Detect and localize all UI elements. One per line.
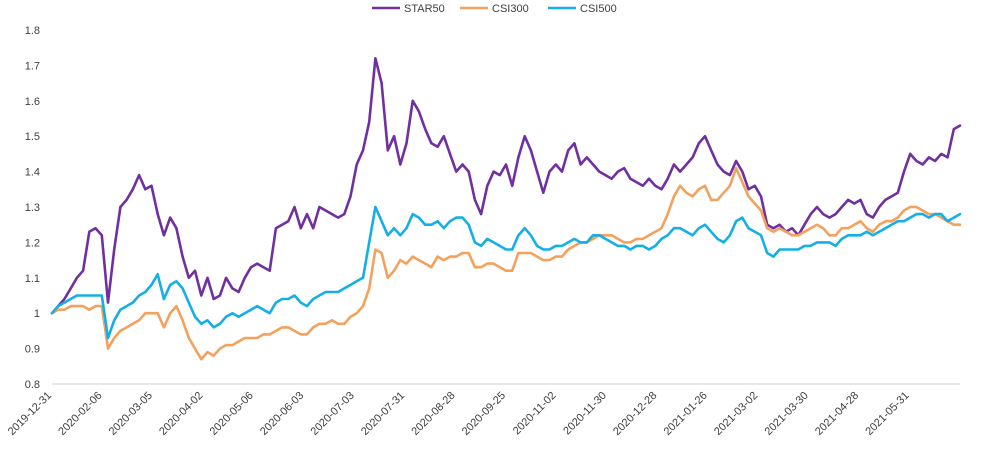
- series-line-csi500: [50, 205, 962, 340]
- x-tick-label: 2020-08-28: [409, 390, 457, 438]
- series-line-csi300: [50, 166, 962, 361]
- y-tick-label: 1.5: [25, 131, 40, 143]
- y-tick-label: 1.6: [25, 96, 40, 108]
- x-tick-label: 2020-07-03: [309, 390, 357, 438]
- y-tick-label: 0.8: [25, 379, 40, 391]
- legend-label: CSI500: [580, 3, 617, 15]
- x-tick-label: 2021-04-28: [813, 390, 861, 438]
- x-tick-label: 2020-05-06: [208, 390, 256, 438]
- y-tick-label: 1.4: [25, 167, 40, 179]
- x-tick-label: 2020-07-31: [359, 390, 407, 438]
- legend-label: STAR50: [404, 3, 445, 15]
- x-tick-label: 2020-03-05: [107, 390, 155, 438]
- y-tick-label: 1.3: [25, 202, 40, 214]
- x-tick-label: 2021-05-31: [863, 390, 911, 438]
- x-tick-label: 2021-01-26: [662, 390, 710, 438]
- plot-area: [50, 56, 962, 361]
- legend-label: CSI300: [492, 3, 529, 15]
- x-tick-label: 2021-03-02: [712, 390, 760, 438]
- x-tick-label: 2020-11-30: [561, 390, 609, 438]
- x-axis: 2019-12-31 2020-02-06 2020-03-05 2020-04-02…: [6, 383, 960, 438]
- x-tick-label: 2020-06-03: [258, 390, 306, 438]
- legend: STAR50 CSI300 CSI500: [372, 3, 617, 15]
- y-tick-label: 1.2: [25, 237, 40, 249]
- x-tick-label: 2019-12-31: [6, 390, 54, 438]
- x-tick-label: 2021-03-30: [763, 390, 811, 438]
- x-tick-label: 2020-12-28: [611, 390, 659, 438]
- x-tick-label: 2020-11-02: [511, 390, 559, 438]
- x-tick-label: 2020-02-06: [56, 390, 104, 438]
- x-tick-label: 2020-09-25: [460, 390, 508, 438]
- x-tick-label: 2020-04-02: [157, 390, 205, 438]
- y-tick-label: 1: [34, 308, 40, 320]
- y-tick-label: 1.7: [25, 60, 40, 72]
- y-tick-label: 1.1: [25, 273, 40, 285]
- series-line-star50: [50, 56, 962, 315]
- y-tick-label: 0.9: [25, 344, 40, 356]
- y-axis: 0.8 0.9 1 1.1 1.2 1.3 1.4 1.5 1.6 1.7 1.8: [25, 25, 40, 391]
- y-tick-label: 1.8: [25, 25, 40, 37]
